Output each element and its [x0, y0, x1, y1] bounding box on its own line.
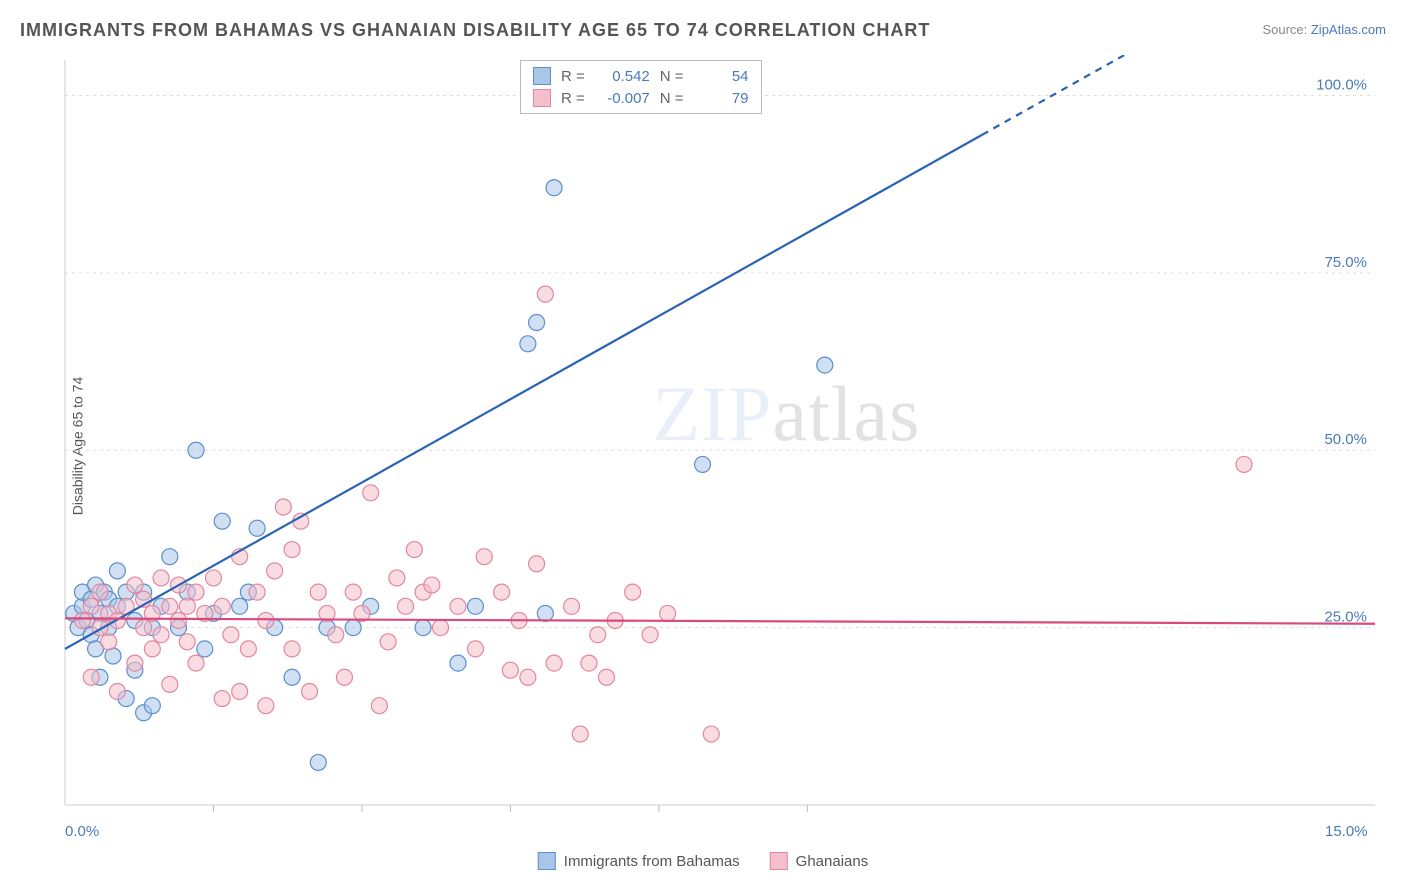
r-value-2: -0.007: [595, 90, 650, 107]
r-label: R =: [561, 90, 585, 107]
x-axis-max-label: 15.0%: [1325, 823, 1368, 840]
legend-swatch-1: [538, 852, 556, 870]
correlation-stats-legend: R = 0.542 N = 54 R = -0.007 N = 79: [520, 60, 762, 114]
n-value-1: 54: [694, 68, 749, 85]
stats-row-series-1: R = 0.542 N = 54: [521, 65, 761, 87]
x-axis-min-label: 0.0%: [65, 823, 99, 840]
svg-text:50.0%: 50.0%: [1324, 431, 1367, 448]
swatch-series-1: [533, 67, 551, 85]
stats-row-series-2: R = -0.007 N = 79: [521, 87, 761, 109]
legend-label-1: Immigrants from Bahamas: [564, 853, 740, 870]
chart-plot-area: 25.0%50.0%75.0%100.0% ZIPatlas: [55, 55, 1385, 835]
legend-item-1: Immigrants from Bahamas: [538, 852, 740, 870]
r-label: R =: [561, 68, 585, 85]
n-label: N =: [660, 68, 684, 85]
n-label: N =: [660, 90, 684, 107]
legend-label-2: Ghanaians: [796, 853, 869, 870]
scatter-chart-svg: 25.0%50.0%75.0%100.0%: [55, 55, 1385, 835]
source-prefix: Source:: [1262, 22, 1310, 37]
source-attribution: Source: ZipAtlas.com: [1262, 22, 1386, 37]
legend-item-2: Ghanaians: [770, 852, 869, 870]
chart-title: IMMIGRANTS FROM BAHAMAS VS GHANAIAN DISA…: [20, 20, 930, 41]
n-value-2: 79: [694, 90, 749, 107]
svg-text:100.0%: 100.0%: [1316, 76, 1367, 93]
source-link[interactable]: ZipAtlas.com: [1311, 22, 1386, 37]
legend-swatch-2: [770, 852, 788, 870]
series-legend: Immigrants from Bahamas Ghanaians: [538, 852, 868, 870]
r-value-1: 0.542: [595, 68, 650, 85]
swatch-series-2: [533, 89, 551, 107]
svg-text:75.0%: 75.0%: [1324, 254, 1367, 271]
